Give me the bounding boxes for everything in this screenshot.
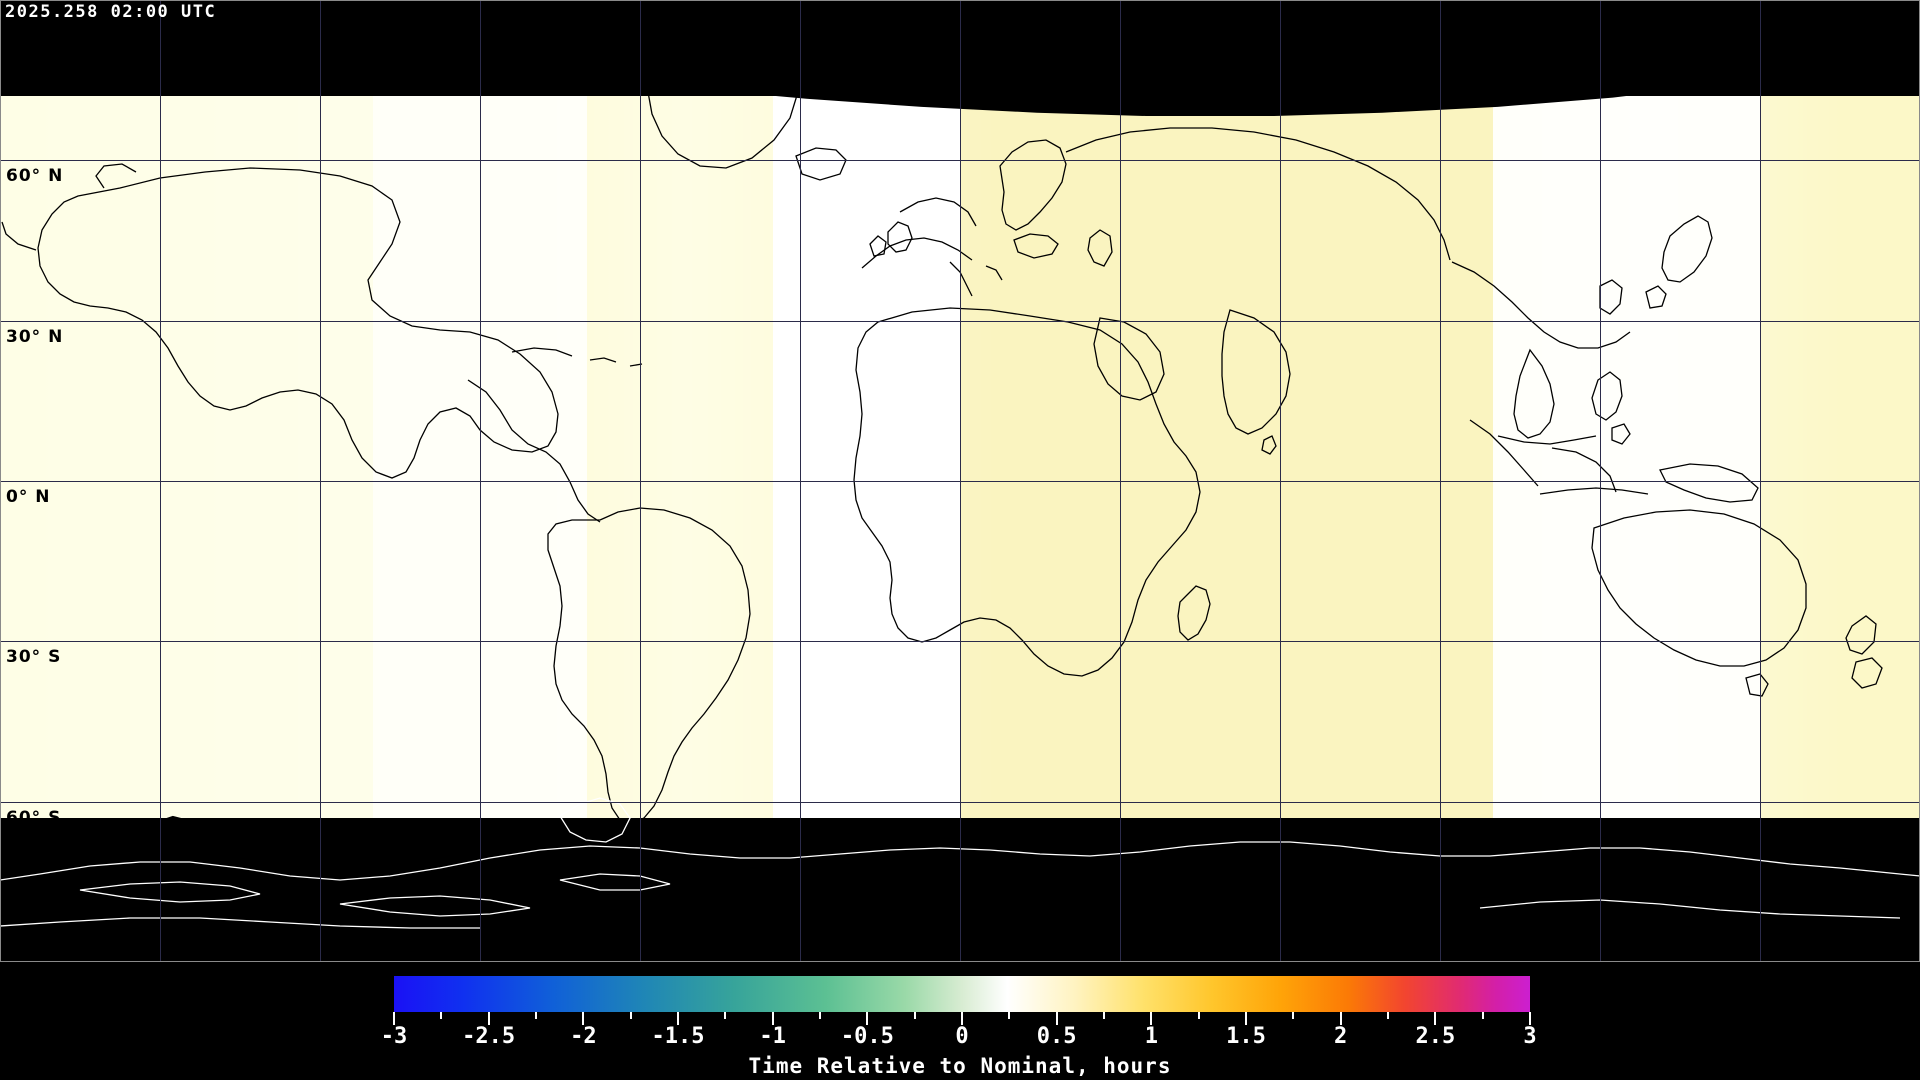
world-map-panel[interactable]: 60° N 30° N 0° N 30° S 60° S 2025.258 02:00 … — [0, 0, 1920, 962]
colorbar-major-tick — [961, 1012, 963, 1025]
longitude-gridline — [1760, 1, 1761, 961]
colorbar-minor-tick — [1197, 1012, 1200, 1019]
longitude-gridline — [640, 1, 641, 961]
colorbar-tick-label: -1.5 — [651, 1024, 705, 1049]
colorbar-major-tick — [1529, 1012, 1531, 1025]
colorbar-tick-label: 0.5 — [1036, 1024, 1077, 1049]
coastline-layer — [1, 127, 1919, 929]
colorbar-major-tick — [1055, 1012, 1058, 1025]
timestamp-label: 2025.258 02:00 UTC — [5, 2, 217, 22]
colorbar-tick-label: 1.5 — [1226, 1024, 1266, 1049]
colorbar-major-tick — [771, 1012, 774, 1025]
colorbar-minor-tick — [1103, 1012, 1105, 1019]
time-offset-band — [1, 96, 374, 818]
longitude-gridline — [1120, 1, 1121, 961]
latitude-label: 0° N — [6, 487, 51, 507]
colorbar-major-tick — [1339, 1012, 1342, 1025]
longitude-gridline — [960, 1, 961, 961]
colorbar-minor-tick — [629, 1012, 632, 1019]
colorbar-minor-tick — [1292, 1012, 1295, 1019]
colorbar-minor-tick — [1481, 1012, 1484, 1019]
time-offset-band — [960, 96, 1494, 818]
colorbar-tick-label: 3 — [1523, 1024, 1537, 1049]
colorbar-minor-tick — [1008, 1012, 1011, 1019]
latitude-label: 30° N — [6, 326, 64, 347]
time-offset-band — [773, 96, 960, 818]
colorbar-minor-tick — [1387, 1012, 1389, 1019]
time-offset-band — [1760, 96, 1919, 818]
longitude-gridline — [800, 1, 801, 961]
colorbar-area: -3 -2.5 -2 -1.5 -1 -0.5 0 0.5 1 1.5 2 2.5 3 Time Rel… — [0, 962, 1920, 1080]
colorbar-minor-tick — [440, 1012, 443, 1019]
colorbar-minor-tick — [724, 1012, 727, 1019]
longitude-gridline — [1280, 1, 1281, 961]
colorbar-tick-labels: -3 -2.5 -2 -1.5 -1 -0.5 0 0.5 1 1.5 2 2.5 3 — [0, 1024, 1920, 1052]
latitude-label: 30° S — [6, 647, 62, 668]
time-offset-band — [1493, 96, 1760, 818]
colorbar-major-tick — [866, 1012, 869, 1025]
colorbar-major-tick — [487, 1012, 490, 1025]
colorbar-major-tick — [677, 1012, 679, 1025]
longitude-gridline — [480, 1, 481, 961]
antarctica-coastline — [1, 797, 1919, 929]
colorbar-minor-tick — [913, 1012, 916, 1019]
graticule-layer — [1, 1, 1919, 961]
colorbar-major-tick — [1245, 1012, 1247, 1025]
colorbar-tick-label: 0 — [955, 1024, 969, 1049]
map-canvas: 60° N 30° N 0° N 30° S 60° S 2025.258 02:00 … — [1, 1, 1919, 961]
colorbar-tick-label: 2 — [1334, 1024, 1348, 1049]
latitude-label: 60° S — [6, 807, 62, 828]
colorbar-tick-label: -1 — [759, 1024, 786, 1049]
colorbar-minor-tick — [535, 1012, 537, 1019]
latitude-label: 60° N — [6, 166, 64, 187]
longitude-gridline — [1440, 1, 1441, 961]
colorbar-minor-tick — [819, 1012, 821, 1019]
time-offset-band — [586, 96, 774, 818]
longitude-gridline — [1600, 1, 1601, 961]
colorbar-tick-label: 1 — [1144, 1024, 1158, 1049]
colorbar-major-tick — [1434, 1012, 1437, 1025]
colorbar-gradient[interactable] — [394, 976, 1530, 1012]
colorbar-tick-label: -2.5 — [462, 1024, 516, 1049]
colorbar-title: Time Relative to Nominal, hours — [748, 1054, 1172, 1078]
colorbar-tick-label: -3 — [380, 1024, 408, 1049]
colorbar-tick-label: -0.5 — [840, 1024, 894, 1049]
longitude-gridline — [160, 1, 161, 961]
colorbar-tick-label: -2 — [570, 1024, 597, 1049]
colorbar-ticks — [0, 1012, 1920, 1026]
colorbar-major-tick — [1150, 1012, 1153, 1025]
colorbar-tick-label: 2.5 — [1415, 1024, 1456, 1049]
colorbar-major-tick — [393, 1012, 395, 1025]
longitude-gridline — [320, 1, 321, 961]
colorbar-major-tick — [582, 1012, 585, 1025]
